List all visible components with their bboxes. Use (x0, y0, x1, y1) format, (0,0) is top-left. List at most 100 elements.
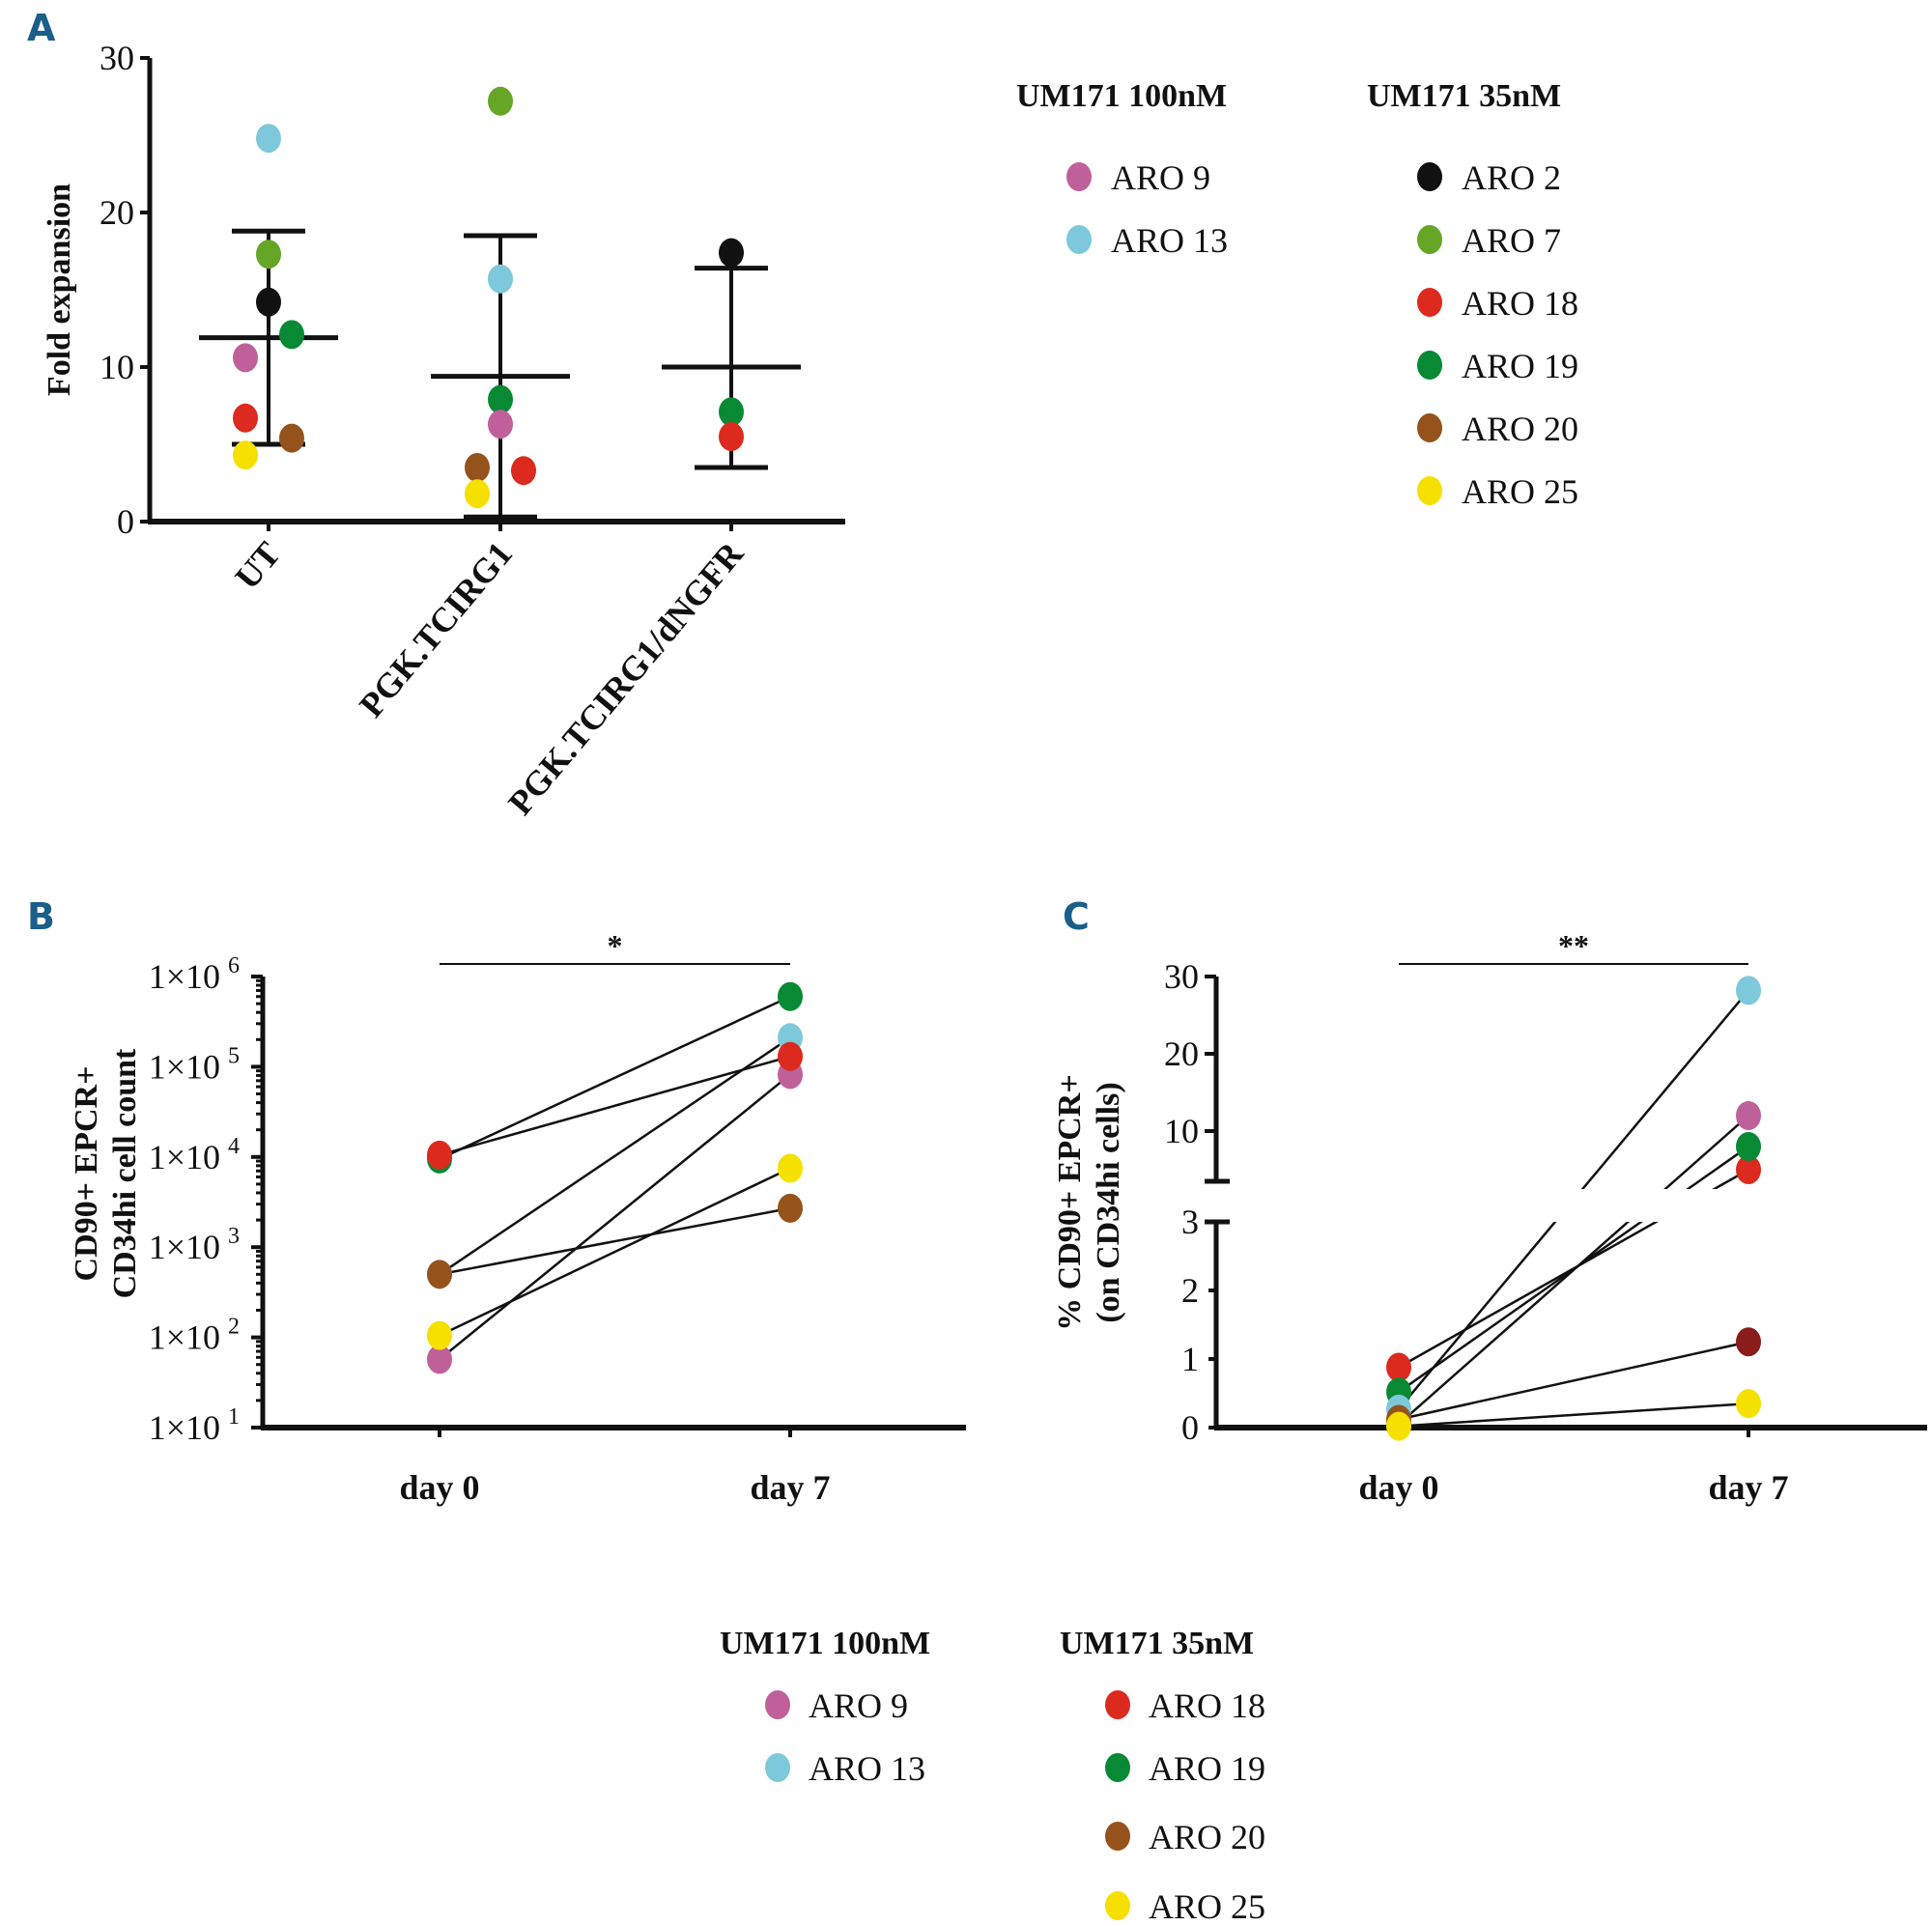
panel-c-letter: C (1063, 895, 1090, 938)
legend-label: ARO 13 (809, 1749, 925, 1788)
legend-item: ARO 9 (765, 1686, 908, 1725)
legend-item: ARO 9 (1066, 158, 1210, 197)
legend-marker (1105, 1690, 1130, 1719)
y-tick-label: 1×10 (149, 957, 220, 996)
data-point-aro18 (1736, 1155, 1761, 1184)
legend-marker (1417, 225, 1442, 254)
legend-label: ARO 2 (1462, 158, 1561, 197)
data-point-aro18 (233, 403, 258, 433)
data-point-aro18 (778, 1041, 803, 1071)
legend-item: ARO 19 (1105, 1749, 1265, 1788)
y-tick-label: 30 (99, 39, 134, 77)
legend-label: ARO 20 (1149, 1818, 1265, 1856)
legend-marker (1066, 225, 1092, 254)
legend-group-title: UM171 35nM (1060, 1626, 1254, 1661)
x-tick-label: day 7 (1708, 1468, 1788, 1507)
data-point-aro9 (427, 1345, 452, 1374)
series-line-aro18 (439, 1055, 791, 1157)
data-point-aro13 (488, 264, 513, 294)
y-tick-exponent: 6 (228, 953, 240, 978)
data-point-aro7 (488, 86, 513, 116)
legend-item: ARO 25 (1417, 472, 1578, 511)
x-category-label: PGK.TCIRG1 (352, 534, 520, 724)
data-point-aro19 (1736, 1132, 1761, 1161)
data-point-aro18 (511, 456, 536, 486)
series-line-aro25 (439, 1167, 791, 1337)
series-line-aro13 (439, 1036, 791, 1276)
y-tick-label: 0 (117, 502, 134, 541)
data-point-aro2 (719, 238, 744, 268)
data-point-aro20 (1736, 1327, 1761, 1357)
data-point-aro18 (719, 422, 744, 451)
legend-label: ARO 18 (1149, 1686, 1265, 1725)
y-tick-label: 0 (1181, 1408, 1199, 1447)
legend-label: ARO 19 (1462, 347, 1578, 385)
data-point-aro13 (1736, 976, 1761, 1005)
series-line-aro25 (1398, 1402, 1749, 1428)
legend-marker (1066, 162, 1092, 191)
y-tick-exponent: 5 (228, 1043, 240, 1068)
y-tick-label: 1 (1181, 1340, 1199, 1378)
legend-marker (1105, 1891, 1130, 1920)
legend-group-title: UM171 100nM (720, 1626, 930, 1661)
data-point-aro9 (233, 343, 258, 373)
data-point-aro19 (778, 981, 803, 1011)
y-tick-label: 20 (99, 193, 134, 232)
y-tick-label: 1×10 (149, 1318, 220, 1357)
data-point-aro20 (427, 1260, 452, 1289)
series-line-aro20 (1398, 1341, 1749, 1421)
data-point-aro9 (488, 410, 513, 439)
y-tick-label: 3 (1181, 1203, 1199, 1241)
series-line-aro18 (1398, 1168, 1749, 1369)
legend-marker (1417, 162, 1442, 191)
y-axis-title-line: CD90+ EPCR+ (69, 1066, 104, 1282)
series-line-aro20 (439, 1206, 791, 1276)
legend-marker (1417, 351, 1442, 380)
y-axis-title: CD90+ EPCR+ CD34hi cell count (69, 1048, 143, 1298)
data-point-aro18 (427, 1140, 452, 1170)
data-point-aro25 (233, 440, 258, 470)
series-line-aro19 (439, 995, 791, 1161)
legend-label: ARO 20 (1462, 410, 1578, 448)
y-axis-title: Fold expansion (42, 184, 77, 396)
x-tick-label: day 0 (399, 1468, 479, 1507)
data-point-aro25 (465, 479, 490, 509)
legend-item: ARO 2 (1417, 158, 1561, 197)
significance-label: ** (1558, 928, 1589, 963)
y-tick-label: 2 (1181, 1271, 1199, 1310)
y-tick-exponent: 2 (228, 1315, 240, 1340)
y-tick-label: 10 (99, 348, 134, 386)
data-point-aro25 (1386, 1411, 1411, 1441)
legend-item: ARO 19 (1417, 347, 1578, 385)
data-point-aro25 (427, 1320, 452, 1350)
legend-item: ARO 20 (1105, 1818, 1265, 1856)
legend-label: ARO 19 (1149, 1749, 1265, 1788)
legend-label: ARO 18 (1462, 284, 1578, 323)
legend-item: ARO 13 (1066, 221, 1228, 260)
x-tick-label: day 0 (1358, 1468, 1438, 1507)
x-category-label: UT (227, 534, 288, 596)
legend-group-title: UM171 100nM (1016, 78, 1227, 114)
y-tick-label: 1×10 (149, 1228, 220, 1266)
legend-label: ARO 7 (1462, 221, 1561, 260)
legend-marker (765, 1690, 790, 1719)
y-tick-label: 1×10 (149, 1138, 220, 1176)
legend-marker (1417, 288, 1442, 317)
data-point-aro18 (1386, 1352, 1411, 1382)
y-tick-label: 1×10 (149, 1047, 220, 1086)
y-tick-label: 30 (1164, 957, 1199, 996)
data-point-aro20 (778, 1193, 803, 1223)
legend-label: ARO 9 (1111, 158, 1210, 197)
legend-marker (1417, 476, 1442, 505)
series-line-aro9 (439, 1073, 791, 1361)
panel-b-letter: B (27, 895, 55, 938)
data-point-aro13 (256, 124, 281, 154)
legend-marker (1105, 1822, 1130, 1851)
legend-item: ARO 13 (765, 1749, 925, 1788)
legend-item: ARO 18 (1105, 1686, 1265, 1725)
series-line-aro13 (1398, 989, 1749, 1410)
panel-a: A 0 10 20 30 Fold expansion UT PGK.TCIRG1PGK.TC… (27, 7, 1578, 822)
